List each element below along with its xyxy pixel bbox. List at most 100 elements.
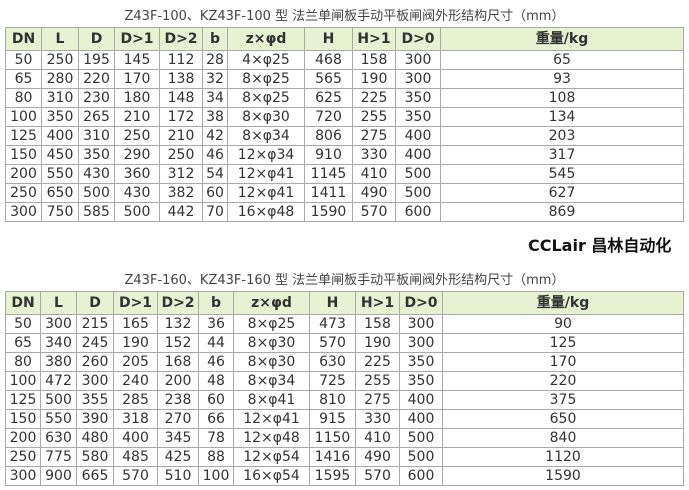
- table-cell: 1145: [304, 164, 353, 184]
- column-header: H>1: [352, 27, 396, 51]
- table-cell: 54: [202, 164, 228, 184]
- table-cell: 1150: [309, 428, 356, 448]
- table-cell: 70: [202, 202, 228, 222]
- table-cell: 500: [395, 183, 441, 203]
- table-cell: 330: [352, 145, 396, 165]
- table-cell: 200: [5, 428, 41, 448]
- table-cell: 145: [114, 50, 160, 70]
- table-cell: 150: [5, 145, 42, 165]
- table-cell: 665: [76, 466, 114, 486]
- table-cell: 50: [5, 50, 42, 70]
- table-cell: 450: [41, 145, 79, 165]
- column-header: D>0: [395, 27, 441, 51]
- table-cell: 210: [159, 126, 203, 146]
- table-cell: 132: [157, 314, 199, 334]
- table-cell: 158: [352, 50, 396, 70]
- table-row: 250 775 580 485 425 88 12×φ54 1416 490 500 1120: [5, 447, 684, 467]
- table-cell: 725: [309, 371, 356, 391]
- column-header: b: [202, 27, 228, 51]
- table-cell: 100: [5, 107, 42, 127]
- table-cell: 485: [113, 447, 158, 467]
- column-header: H: [304, 27, 353, 51]
- table-cell: 44: [198, 333, 234, 353]
- table-cell: 8×φ34: [227, 126, 305, 146]
- table-cell: 300: [5, 202, 42, 222]
- table-cell: 100: [5, 371, 41, 391]
- table-cell: 400: [399, 409, 443, 429]
- table-cell: 300: [399, 314, 443, 334]
- table-cell: 300: [40, 314, 77, 334]
- table-cell: 350: [399, 352, 443, 372]
- table-cell: 300: [395, 69, 441, 89]
- table-1-title: Z43F-100、KZ43F-100 型 法兰单闸板手动平板闸阀外形结构尺寸（m…: [124, 9, 565, 24]
- table-cell: 410: [352, 164, 396, 184]
- table-cell: 390: [76, 409, 114, 429]
- table-cell: 12×φ41: [233, 409, 310, 429]
- table-cell: 8×φ25: [227, 69, 305, 89]
- table-cell: 350: [395, 88, 441, 108]
- table-cell: 80: [5, 88, 42, 108]
- table-row: 150 450 350 290 250 46 12×φ34 910 330 400 317: [5, 145, 684, 165]
- table-row: 200 630 480 400 345 78 12×φ48 1150 410 500 840: [5, 428, 684, 448]
- table-cell: 12×φ48: [233, 428, 310, 448]
- table-cell: 840: [442, 428, 684, 448]
- table-cell: 65: [5, 333, 41, 353]
- table-row: 80 310 230 180 148 34 8×φ25 625 225 350 108: [5, 88, 684, 108]
- table-cell: 152: [157, 333, 199, 353]
- table-cell: 150: [5, 409, 41, 429]
- table-cell: 60: [202, 183, 228, 203]
- table-cell: 600: [399, 466, 443, 486]
- table-cell: 570: [309, 333, 356, 353]
- column-header: 重量/kg: [440, 27, 684, 51]
- table-cell: 650: [442, 409, 684, 429]
- table-cell: 442: [159, 202, 203, 222]
- table-cell: 350: [41, 107, 79, 127]
- table-cell: 630: [309, 352, 356, 372]
- table-cell: 200: [5, 164, 42, 184]
- table-cell: 1595: [309, 466, 356, 486]
- table-cell: 350: [395, 107, 441, 127]
- table-cell: 312: [159, 164, 203, 184]
- table-cell: 400: [399, 390, 443, 410]
- table-cell: 225: [352, 88, 396, 108]
- table-cell: 565: [304, 69, 353, 89]
- table-cell: 468: [304, 50, 353, 70]
- column-header: D: [76, 291, 114, 315]
- table-cell: 8×φ30: [227, 107, 305, 127]
- table-cell: 550: [41, 164, 79, 184]
- table-cell: 203: [440, 126, 684, 146]
- table-cell: 510: [157, 466, 199, 486]
- table-cell: 8×φ41: [233, 390, 310, 410]
- table-cell: 500: [78, 183, 115, 203]
- table-cell: 570: [113, 466, 158, 486]
- table-cell: 215: [76, 314, 114, 334]
- table-cell: 125: [5, 390, 41, 410]
- table-cell: 430: [114, 183, 160, 203]
- table-cell: 230: [78, 88, 115, 108]
- column-header: D>0: [399, 291, 443, 315]
- table-cell: 250: [159, 145, 203, 165]
- table-cell: 190: [352, 69, 396, 89]
- table-cell: 1120: [442, 447, 684, 467]
- table-cell: 915: [309, 409, 356, 429]
- table-cell: 255: [352, 107, 396, 127]
- table-row: 125 400 310 250 210 42 8×φ34 806 275 400 203: [5, 126, 684, 146]
- table-cell: 570: [355, 466, 400, 486]
- table-cell: 125: [5, 126, 42, 146]
- column-header: z×φd: [227, 27, 305, 51]
- table-cell: 490: [352, 183, 396, 203]
- table-row: 100 472 300 240 200 48 8×φ34 725 255 350 220: [5, 371, 684, 391]
- table-row: 100 350 265 210 172 38 8×φ30 720 255 350 134: [5, 107, 684, 127]
- table-cell: 28: [202, 50, 228, 70]
- table-cell: 240: [113, 371, 158, 391]
- table-cell: 500: [114, 202, 160, 222]
- table-cell: 869: [440, 202, 684, 222]
- table-cell: 300: [399, 333, 443, 353]
- table-cell: 34: [202, 88, 228, 108]
- table-cell: 345: [157, 428, 199, 448]
- table-cell: 250: [5, 183, 42, 203]
- table-cell: 627: [440, 183, 684, 203]
- table-cell: 65: [5, 69, 42, 89]
- table-cell: 200: [157, 371, 199, 391]
- column-header: 重量/kg: [442, 291, 684, 315]
